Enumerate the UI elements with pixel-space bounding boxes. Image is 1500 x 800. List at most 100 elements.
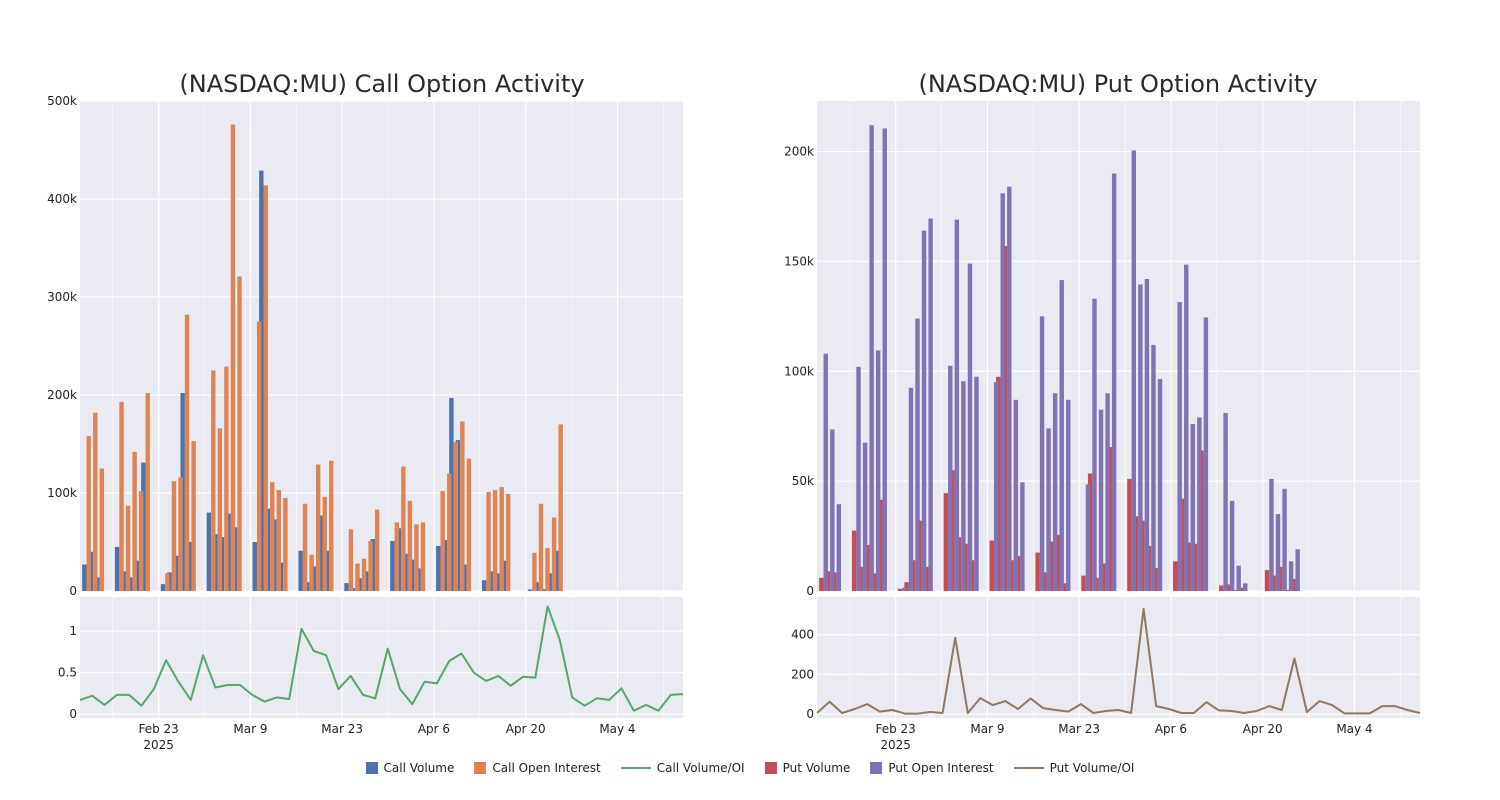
put-volume-bar: [819, 577, 824, 591]
put-x-tick-label: Mar 9: [970, 722, 1004, 736]
put-volume-bar: [1173, 561, 1178, 591]
call-open-interest-bar: [99, 468, 105, 591]
put-open-interest-bar: [1282, 488, 1287, 591]
put-open-interest-bar: [1098, 409, 1104, 591]
legend-line-put-volume-oi: [1013, 767, 1044, 769]
call-open-interest-bar: [211, 370, 216, 591]
put-open-interest-bar: [830, 429, 835, 591]
call-open-interest-bar: [453, 442, 458, 591]
call-open-interest-bar: [374, 509, 380, 591]
call-x-tick-label: Apr 6: [418, 722, 450, 736]
put-open-interest-bar: [1243, 583, 1248, 591]
put-open-interest-bar: [961, 381, 966, 591]
call-open-interest-bar: [447, 473, 452, 591]
call-open-interest-bar: [276, 490, 282, 591]
call-chart-title: (NASDAQ:MU) Call Option Activity: [179, 70, 584, 98]
put-open-interest-bar: [1295, 549, 1300, 591]
call-open-interest-bar: [145, 393, 150, 591]
call-open-interest-bar: [191, 441, 196, 591]
put-open-interest-bar: [1184, 264, 1189, 591]
put-volume-bar: [943, 493, 949, 591]
call-y-tick-label: 300k: [47, 290, 77, 304]
call-open-interest-bar: [309, 554, 314, 591]
call-open-interest-bar: [329, 460, 334, 591]
call-open-interest-bar: [420, 522, 426, 591]
legend-item-put-volume[interactable]: Put Volume: [764, 761, 850, 775]
put-open-interest-bar: [1275, 514, 1281, 591]
call-x-tick-year-label: 2025: [143, 738, 174, 752]
legend-item-put-volume-oi[interactable]: Put Volume/OI: [1013, 761, 1135, 775]
call-open-interest-bar: [263, 185, 268, 591]
put-open-interest-bar: [902, 587, 907, 591]
call-volume-bar: [206, 512, 212, 591]
put-open-interest-bar: [974, 376, 979, 591]
put-ratio-plot-area: [817, 597, 1420, 718]
put-x-tick-label: Feb 23: [875, 722, 915, 736]
call-y-tick-label: 100k: [47, 486, 77, 500]
put-open-interest-bar: [1013, 399, 1019, 591]
legend-label-put-volume-oi: Put Volume/OI: [1049, 761, 1135, 775]
put-open-interest-bar: [993, 382, 999, 591]
call-open-interest-bar: [440, 491, 445, 591]
call-open-interest-bar: [538, 503, 544, 591]
call-open-interest-bar: [119, 401, 124, 591]
call-x-tick-label: Apr 20: [506, 722, 546, 736]
legend-swatch-put-volume: [764, 762, 777, 774]
legend-swatch-put-open-interest: [870, 762, 883, 774]
put-ratio-y-tick-label: 400: [791, 628, 814, 642]
call-volume-oi-line: [79, 605, 684, 712]
put-open-interest-bar: [1000, 193, 1005, 592]
put-open-interest-bar: [875, 350, 881, 591]
call-open-interest-bar: [138, 491, 144, 591]
put-open-interest-bar: [1190, 424, 1195, 591]
put-x-tick-year-label: 2025: [880, 738, 911, 752]
call-x-tick-label: Mar 23: [321, 722, 363, 736]
call-open-interest-bar: [315, 464, 321, 591]
call-open-interest-bar: [486, 492, 491, 591]
call-open-interest-bar: [368, 541, 373, 591]
legend-label-call-volume-oi: Call Volume/OI: [656, 761, 745, 775]
call-ratio-plot-area: [80, 597, 683, 718]
put-open-interest-bar: [1020, 482, 1025, 591]
call-volume-bar: [436, 545, 441, 591]
put-volume-bar: [1081, 575, 1086, 591]
put-volume-bar: [897, 588, 903, 591]
legend-item-call-volume[interactable]: Call Volume: [365, 761, 454, 775]
put-open-interest-bar: [928, 218, 933, 591]
put-volume-bar: [1127, 478, 1132, 591]
put-x-tick-label: May 4: [1336, 722, 1372, 736]
put-open-interest-bar: [954, 219, 960, 591]
call-volume-bar: [390, 541, 395, 591]
put-open-interest-bar: [1052, 393, 1058, 591]
legend-item-call-open-interest[interactable]: Call Open Interest: [474, 761, 601, 775]
call-open-interest-bar: [499, 487, 504, 591]
put-open-interest-bar: [1059, 280, 1064, 591]
put-open-interest-bar: [1229, 500, 1235, 591]
call-open-interest-bar: [506, 493, 511, 591]
put-open-interest-bar: [1288, 561, 1294, 591]
call-open-interest-bar: [361, 558, 367, 591]
legend-item-put-open-interest[interactable]: Put Open Interest: [870, 761, 994, 775]
put-open-interest-bar: [1197, 417, 1202, 591]
put-ratio-y-tick-label: 0: [806, 707, 814, 721]
legend-item-call-volume-oi[interactable]: Call Volume/OI: [620, 761, 745, 775]
put-y-tick-label: 150k: [784, 254, 814, 268]
put-open-interest-bar: [882, 128, 887, 591]
call-open-interest-bar: [165, 573, 170, 591]
call-volume-bar: [481, 580, 487, 591]
call-open-interest-bar: [401, 466, 406, 591]
call-volume-bar: [252, 542, 257, 591]
call-open-interest-bar: [322, 496, 327, 591]
call-volume-bar: [298, 550, 303, 591]
put-open-interest-bar: [967, 263, 973, 591]
put-open-interest-bar: [869, 125, 874, 591]
put-open-interest-bar: [1203, 317, 1209, 591]
call-open-interest-bar: [171, 481, 177, 591]
legend-line-call-volume-oi: [620, 767, 651, 769]
put-volume-bar: [904, 582, 909, 591]
call-open-interest-bar: [132, 451, 137, 591]
put-open-interest-bar: [1092, 298, 1097, 591]
legend: Call Volume Call Open Interest Call Volu…: [0, 757, 1500, 779]
call-open-interest-bar: [532, 552, 537, 591]
